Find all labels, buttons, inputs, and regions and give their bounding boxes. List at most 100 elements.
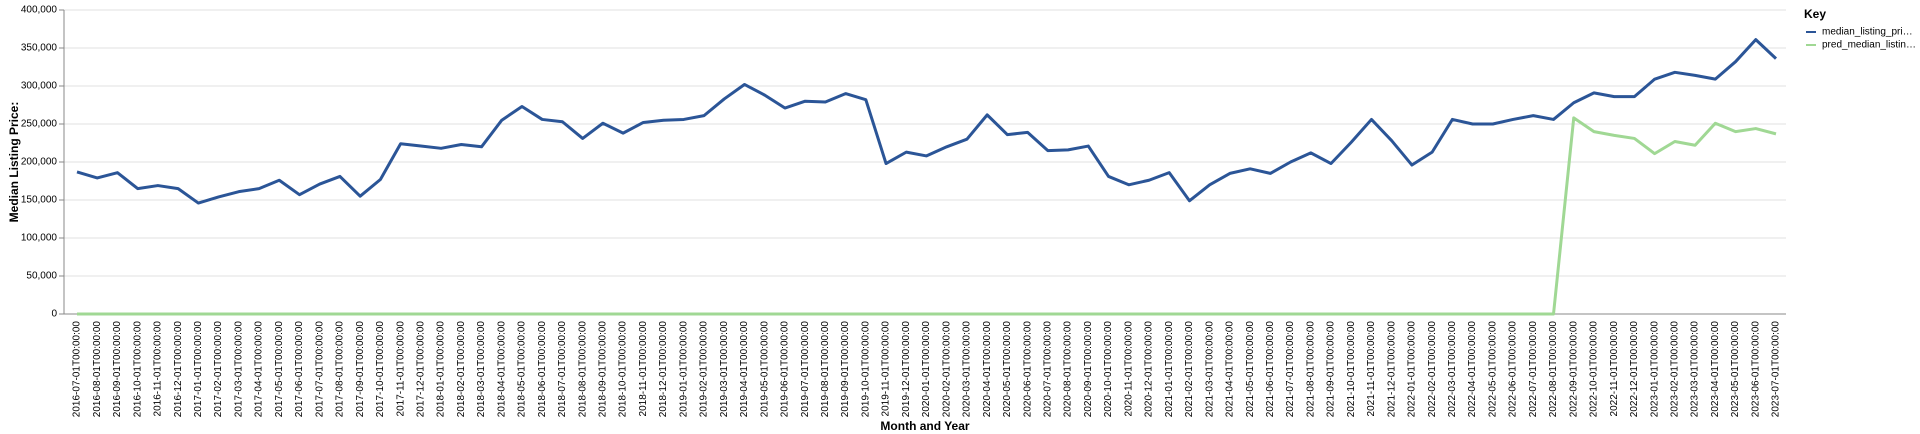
x-tick-label: 2022-04-01T00:00:00 bbox=[1467, 321, 1478, 418]
x-tick-label: 2018-04-01T00:00:00 bbox=[496, 321, 507, 418]
y-tick-label: 150,000 bbox=[21, 195, 58, 206]
y-axis-title: Median Listing Price: bbox=[7, 102, 21, 223]
x-tick-label: 2022-05-01T00:00:00 bbox=[1487, 321, 1498, 418]
legend-title: Key bbox=[1804, 7, 1826, 21]
x-tick-label: 2018-11-01T00:00:00 bbox=[638, 321, 649, 417]
x-tick-label: 2018-02-01T00:00:00 bbox=[456, 321, 467, 418]
x-tick-label: 2021-06-01T00:00:00 bbox=[1265, 321, 1276, 418]
x-tick-label: 2019-01-01T00:00:00 bbox=[678, 321, 689, 418]
x-tick-label: 2021-10-01T00:00:00 bbox=[1346, 321, 1357, 418]
x-tick-label: 2021-03-01T00:00:00 bbox=[1204, 321, 1215, 418]
x-tick-label: 2016-07-01T00:00:00 bbox=[72, 321, 83, 418]
x-tick-label: 2020-02-01T00:00:00 bbox=[941, 321, 952, 418]
x-tick-label: 2023-06-01T00:00:00 bbox=[1750, 321, 1761, 418]
x-tick-label: 2022-10-01T00:00:00 bbox=[1589, 321, 1600, 418]
series-line bbox=[77, 116, 1777, 316]
x-tick-label: 2019-10-01T00:00:00 bbox=[860, 321, 871, 418]
x-tick-label: 2017-06-01T00:00:00 bbox=[294, 321, 305, 418]
x-tick-label: 2018-08-01T00:00:00 bbox=[577, 321, 588, 418]
y-tick-label: 100,000 bbox=[21, 233, 58, 244]
x-tick-label: 2021-08-01T00:00:00 bbox=[1305, 321, 1316, 418]
x-tick-label: 2017-03-01T00:00:00 bbox=[233, 321, 244, 418]
x-tick-label: 2017-12-01T00:00:00 bbox=[415, 321, 426, 418]
legend-label: median_listing_pri… bbox=[1822, 27, 1913, 38]
x-tick-label: 2020-11-01T00:00:00 bbox=[1123, 321, 1134, 417]
x-tick-label: 2020-03-01T00:00:00 bbox=[962, 321, 973, 418]
x-tick-label: 2023-04-01T00:00:00 bbox=[1710, 321, 1721, 418]
x-tick-label: 2017-05-01T00:00:00 bbox=[274, 321, 285, 418]
x-tick-label: 2016-09-01T00:00:00 bbox=[112, 321, 123, 418]
y-tick-label: 50,000 bbox=[26, 271, 57, 282]
x-tick-label: 2022-02-01T00:00:00 bbox=[1427, 321, 1438, 418]
x-tick-label: 2017-07-01T00:00:00 bbox=[314, 321, 325, 418]
x-tick-label: 2022-07-01T00:00:00 bbox=[1528, 321, 1539, 418]
x-tick-label: 2023-05-01T00:00:00 bbox=[1730, 321, 1741, 418]
x-tick-label: 2017-01-01T00:00:00 bbox=[193, 321, 204, 418]
x-tick-label: 2022-11-01T00:00:00 bbox=[1609, 321, 1620, 417]
x-tick-label: 2019-06-01T00:00:00 bbox=[780, 321, 791, 418]
y-tick-label: 0 bbox=[51, 309, 57, 320]
x-tick-label: 2020-07-01T00:00:00 bbox=[1042, 321, 1053, 418]
x-tick-label: 2018-03-01T00:00:00 bbox=[476, 321, 487, 418]
x-tick-label: 2019-02-01T00:00:00 bbox=[699, 321, 710, 418]
x-tick-label: 2019-09-01T00:00:00 bbox=[840, 321, 851, 418]
x-tick-label: 2018-07-01T00:00:00 bbox=[557, 321, 568, 418]
x-tick-label: 2017-10-01T00:00:00 bbox=[375, 321, 386, 418]
x-tick-label: 2019-05-01T00:00:00 bbox=[759, 321, 770, 418]
x-tick-label: 2019-08-01T00:00:00 bbox=[820, 321, 831, 418]
x-tick-label: 2018-12-01T00:00:00 bbox=[658, 321, 669, 418]
x-tick-label: 2018-01-01T00:00:00 bbox=[436, 321, 447, 418]
x-tick-label: 2020-12-01T00:00:00 bbox=[1144, 321, 1155, 418]
x-tick-label: 2022-03-01T00:00:00 bbox=[1447, 321, 1458, 418]
x-tick-label: 2018-06-01T00:00:00 bbox=[537, 321, 548, 418]
x-tick-label: 2020-10-01T00:00:00 bbox=[1103, 321, 1114, 418]
x-tick-label: 2019-07-01T00:00:00 bbox=[800, 321, 811, 418]
x-tick-label: 2022-12-01T00:00:00 bbox=[1629, 321, 1640, 418]
x-tick-label: 2022-09-01T00:00:00 bbox=[1568, 321, 1579, 418]
x-tick-label: 2021-07-01T00:00:00 bbox=[1285, 321, 1296, 418]
legend-label: pred_median_listin… bbox=[1822, 40, 1916, 51]
x-tick-label: 2023-02-01T00:00:00 bbox=[1670, 321, 1681, 418]
x-tick-label: 2020-01-01T00:00:00 bbox=[921, 321, 932, 418]
y-tick-label: 200,000 bbox=[21, 157, 58, 168]
x-tick-label: 2023-01-01T00:00:00 bbox=[1649, 321, 1660, 418]
x-tick-label: 2019-04-01T00:00:00 bbox=[739, 321, 750, 418]
x-tick-label: 2020-06-01T00:00:00 bbox=[1022, 321, 1033, 418]
x-tick-label: 2021-02-01T00:00:00 bbox=[1184, 321, 1195, 418]
x-tick-label: 2019-12-01T00:00:00 bbox=[901, 321, 912, 418]
x-tick-label: 2020-05-01T00:00:00 bbox=[1002, 321, 1013, 418]
x-tick-label: 2022-01-01T00:00:00 bbox=[1407, 321, 1418, 418]
x-tick-label: 2017-11-01T00:00:00 bbox=[395, 321, 406, 417]
x-tick-label: 2020-09-01T00:00:00 bbox=[1083, 321, 1094, 418]
x-tick-label: 2019-11-01T00:00:00 bbox=[881, 321, 892, 417]
x-tick-label: 2016-11-01T00:00:00 bbox=[153, 321, 164, 417]
x-tick-label: 2021-09-01T00:00:00 bbox=[1326, 321, 1337, 418]
x-tick-label: 2021-05-01T00:00:00 bbox=[1245, 321, 1256, 418]
x-tick-label: 2016-10-01T00:00:00 bbox=[132, 321, 143, 418]
x-tick-label: 2016-08-01T00:00:00 bbox=[92, 321, 103, 418]
x-tick-label: 2021-01-01T00:00:00 bbox=[1164, 321, 1175, 418]
series-line bbox=[76, 38, 1778, 205]
x-tick-label: 2017-08-01T00:00:00 bbox=[335, 321, 346, 418]
x-tick-label: 2017-09-01T00:00:00 bbox=[355, 321, 366, 418]
x-tick-label: 2020-08-01T00:00:00 bbox=[1063, 321, 1074, 418]
x-tick-label: 2019-03-01T00:00:00 bbox=[719, 321, 730, 418]
x-tick-label: 2023-03-01T00:00:00 bbox=[1690, 321, 1701, 418]
x-tick-label: 2023-07-01T00:00:00 bbox=[1771, 321, 1782, 418]
y-tick-label: 350,000 bbox=[21, 43, 58, 54]
x-tick-label: 2022-08-01T00:00:00 bbox=[1548, 321, 1559, 418]
x-tick-label: 2016-12-01T00:00:00 bbox=[173, 321, 184, 418]
x-tick-label: 2018-09-01T00:00:00 bbox=[598, 321, 609, 418]
x-tick-label: 2021-11-01T00:00:00 bbox=[1366, 321, 1377, 417]
x-tick-label: 2020-04-01T00:00:00 bbox=[982, 321, 993, 418]
x-axis-title: Month and Year bbox=[880, 419, 969, 433]
y-tick-label: 250,000 bbox=[21, 119, 58, 130]
x-tick-label: 2021-12-01T00:00:00 bbox=[1386, 321, 1397, 418]
x-tick-label: 2017-02-01T00:00:00 bbox=[213, 321, 224, 418]
x-tick-label: 2022-06-01T00:00:00 bbox=[1508, 321, 1519, 418]
y-tick-label: 400,000 bbox=[21, 5, 58, 16]
x-tick-label: 2018-10-01T00:00:00 bbox=[618, 321, 629, 418]
x-tick-label: 2018-05-01T00:00:00 bbox=[517, 321, 528, 418]
